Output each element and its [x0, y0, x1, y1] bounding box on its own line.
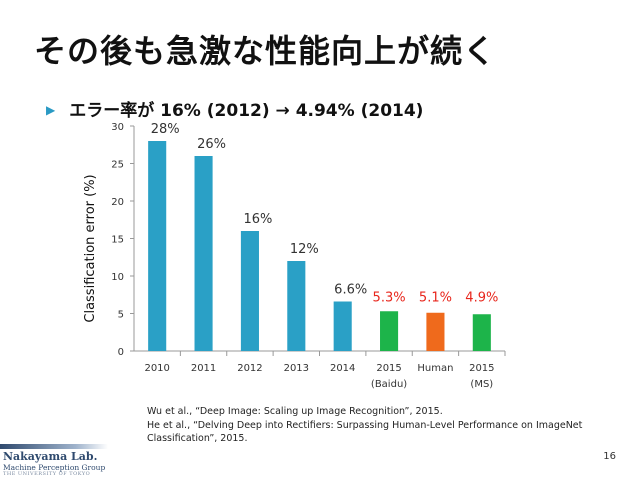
- data-label-1: 26%: [197, 137, 226, 152]
- x-tick-sublabel-7: (MS): [470, 379, 493, 390]
- logo-university: THE UNIVERSITY OF TOKYO: [3, 471, 91, 477]
- x-tick-label-5: 2015: [376, 363, 401, 374]
- lab-logo: Nakayama Lab. Machine Perception Group T…: [0, 444, 108, 479]
- y-tick-label-2: 10: [111, 272, 124, 283]
- y-tick-label-0: 0: [118, 347, 124, 358]
- data-label-6: 5.1%: [419, 290, 452, 305]
- bar-6: [426, 312, 445, 351]
- bar-1: [194, 156, 213, 351]
- x-tick-label-1: 2011: [191, 363, 216, 374]
- y-tick-label-4: 20: [111, 197, 124, 208]
- x-tick-label-4: 2014: [330, 363, 355, 374]
- x-tick-label-7: 2015: [469, 363, 494, 374]
- data-label-3: 12%: [290, 242, 319, 257]
- x-tick-sublabel-5: (Baidu): [371, 379, 407, 390]
- references: Wu et al., “Deep Image: Scaling up Image…: [147, 405, 587, 446]
- y-tick-label-3: 15: [111, 235, 124, 246]
- y-tick-label-1: 5: [118, 310, 124, 321]
- reference-2: He et al., “Delving Deep into Rectifiers…: [147, 420, 583, 444]
- logo-band: [0, 444, 108, 449]
- bar-4: [333, 301, 352, 351]
- x-tick-label-6: Human: [417, 363, 453, 374]
- page-number: 16: [603, 451, 616, 462]
- y-axis-title: Classification error (%): [83, 174, 98, 322]
- error-rate-bar-chart: 0 5 10 15 20 25 30 Classification error (%) 28% 2…: [83, 122, 506, 390]
- logo-lab-name: Nakayama Lab.: [3, 450, 98, 463]
- data-label-0: 28%: [151, 122, 180, 137]
- x-tick-label-2: 2012: [237, 363, 262, 374]
- bar-0: [148, 141, 167, 351]
- bar-3: [287, 261, 306, 351]
- y-tick-label-6: 30: [111, 122, 124, 133]
- bullet-point: ▶ エラー率が 16% (2012) → 4.94% (2014): [46, 96, 423, 121]
- reference-1: Wu et al., “Deep Image: Scaling up Image…: [147, 406, 443, 417]
- bullet-arrow-icon: ▶: [46, 103, 56, 117]
- x-tick-label-0: 2010: [144, 363, 169, 374]
- y-tick-label-5: 25: [111, 160, 124, 171]
- slide-title: その後も急激な性能向上が続く: [34, 32, 497, 70]
- data-label-5: 5.3%: [373, 290, 406, 305]
- x-tick-label-3: 2013: [284, 363, 309, 374]
- bullet-text: エラー率が 16% (2012) → 4.94% (2014): [69, 101, 424, 121]
- bar-7: [472, 314, 491, 351]
- data-label-2: 16%: [243, 212, 272, 227]
- data-label-4: 6.6%: [334, 283, 367, 298]
- bar-5: [380, 311, 399, 351]
- bar-2: [240, 231, 259, 351]
- data-label-7: 4.9%: [465, 290, 498, 305]
- logo-subtitle: Machine Perception Group: [3, 463, 106, 472]
